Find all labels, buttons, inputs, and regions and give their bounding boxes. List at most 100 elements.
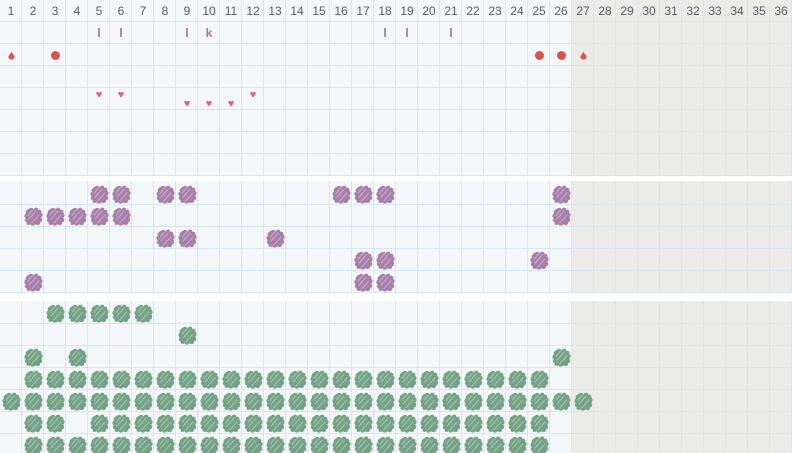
flow-mark-circle[interactable] [44, 44, 66, 66]
green-blob-mark[interactable] [23, 435, 44, 453]
green-blob-mark[interactable] [265, 413, 286, 434]
green-blob-mark[interactable] [375, 391, 396, 412]
green-blob-mark[interactable] [309, 391, 330, 412]
green-blob-mark[interactable] [111, 435, 132, 453]
green-blob-mark[interactable] [287, 435, 308, 453]
green-blob-mark[interactable] [177, 391, 198, 412]
flow-mark-circle[interactable] [550, 44, 572, 66]
green-blob-mark[interactable] [67, 303, 88, 324]
heart-icon[interactable]: ♥ [183, 98, 191, 110]
green-blob-mark[interactable] [419, 369, 440, 390]
green-blob-mark[interactable] [507, 391, 528, 412]
purple-blob-mark[interactable] [375, 184, 396, 205]
green-blob-mark[interactable] [45, 413, 66, 434]
purple-blob-mark[interactable] [111, 206, 132, 227]
green-blob-mark[interactable] [199, 413, 220, 434]
green-blob-mark[interactable] [441, 369, 462, 390]
green-blob-mark[interactable] [89, 413, 110, 434]
green-blob-mark[interactable] [155, 413, 176, 434]
green-blob-mark[interactable] [551, 347, 572, 368]
green-blob-mark[interactable] [419, 413, 440, 434]
green-blob-mark[interactable] [45, 303, 66, 324]
flow-mark-droplet[interactable] [0, 44, 22, 66]
green-blob-mark[interactable] [573, 391, 594, 412]
green-blob-mark[interactable] [287, 413, 308, 434]
green-blob-mark[interactable] [221, 369, 242, 390]
letter-mark[interactable]: l [119, 26, 123, 40]
green-blob-mark[interactable] [507, 435, 528, 453]
green-blob-mark[interactable] [265, 435, 286, 453]
purple-blob-mark[interactable] [331, 184, 352, 205]
green-blob-mark[interactable] [529, 413, 550, 434]
purple-blob-mark[interactable] [529, 250, 550, 271]
heart-icon[interactable]: ♥ [205, 98, 213, 110]
green-blob-mark[interactable] [243, 435, 264, 453]
heart-icon[interactable]: ♥ [95, 89, 103, 101]
green-blob-mark[interactable] [89, 303, 110, 324]
green-blob-mark[interactable] [133, 369, 154, 390]
green-blob-mark[interactable] [111, 303, 132, 324]
purple-blob-mark[interactable] [111, 184, 132, 205]
green-blob-mark[interactable] [155, 391, 176, 412]
purple-blob-mark[interactable] [67, 206, 88, 227]
green-blob-mark[interactable] [419, 435, 440, 453]
green-blob-mark[interactable] [331, 369, 352, 390]
green-blob-mark[interactable] [507, 413, 528, 434]
green-blob-mark[interactable] [199, 435, 220, 453]
green-blob-mark[interactable] [331, 413, 352, 434]
green-blob-mark[interactable] [155, 369, 176, 390]
green-blob-mark[interactable] [23, 369, 44, 390]
green-blob-mark[interactable] [67, 391, 88, 412]
green-blob-mark[interactable] [287, 369, 308, 390]
letter-mark[interactable]: l [185, 26, 189, 40]
green-blob-mark[interactable] [353, 391, 374, 412]
green-blob-mark[interactable] [177, 369, 198, 390]
green-blob-mark[interactable] [529, 369, 550, 390]
green-blob-mark[interactable] [111, 369, 132, 390]
green-blob-mark[interactable] [243, 369, 264, 390]
purple-blob-mark[interactable] [155, 228, 176, 249]
green-blob-mark[interactable] [177, 435, 198, 453]
green-blob-mark[interactable] [419, 391, 440, 412]
purple-blob-mark[interactable] [551, 184, 572, 205]
green-blob-mark[interactable] [1, 391, 22, 412]
purple-blob-mark[interactable] [155, 184, 176, 205]
purple-blob-mark[interactable] [89, 206, 110, 227]
green-blob-mark[interactable] [441, 413, 462, 434]
green-blob-mark[interactable] [89, 435, 110, 453]
green-blob-mark[interactable] [221, 413, 242, 434]
flow-mark-circle[interactable] [528, 44, 550, 66]
green-blob-mark[interactable] [485, 391, 506, 412]
green-blob-mark[interactable] [111, 391, 132, 412]
flow-mark-droplet[interactable] [572, 44, 594, 66]
green-blob-section[interactable] [0, 301, 792, 453]
letter-mark[interactable]: l [449, 26, 453, 40]
green-blob-mark[interactable] [287, 391, 308, 412]
green-blob-mark[interactable] [133, 303, 154, 324]
green-blob-mark[interactable] [551, 391, 572, 412]
green-blob-mark[interactable] [397, 435, 418, 453]
green-blob-mark[interactable] [89, 391, 110, 412]
purple-blob-mark[interactable] [45, 206, 66, 227]
green-blob-mark[interactable] [199, 391, 220, 412]
green-blob-mark[interactable] [397, 369, 418, 390]
green-blob-mark[interactable] [23, 391, 44, 412]
green-blob-mark[interactable] [265, 391, 286, 412]
green-blob-mark[interactable] [441, 435, 462, 453]
green-blob-mark[interactable] [243, 391, 264, 412]
green-blob-mark[interactable] [309, 413, 330, 434]
green-blob-mark[interactable] [89, 369, 110, 390]
letter-mark[interactable]: k [205, 26, 213, 40]
green-blob-mark[interactable] [397, 413, 418, 434]
purple-blob-mark[interactable] [375, 250, 396, 271]
purple-blob-mark[interactable] [375, 272, 396, 293]
purple-blob-mark[interactable] [265, 228, 286, 249]
green-blob-mark[interactable] [221, 435, 242, 453]
purple-blob-mark[interactable] [353, 184, 374, 205]
purple-blob-mark[interactable] [353, 272, 374, 293]
purple-blob-mark[interactable] [89, 184, 110, 205]
green-blob-mark[interactable] [133, 413, 154, 434]
purple-blob-mark[interactable] [177, 184, 198, 205]
heart-icon[interactable]: ♥ [117, 89, 125, 101]
green-blob-mark[interactable] [23, 413, 44, 434]
